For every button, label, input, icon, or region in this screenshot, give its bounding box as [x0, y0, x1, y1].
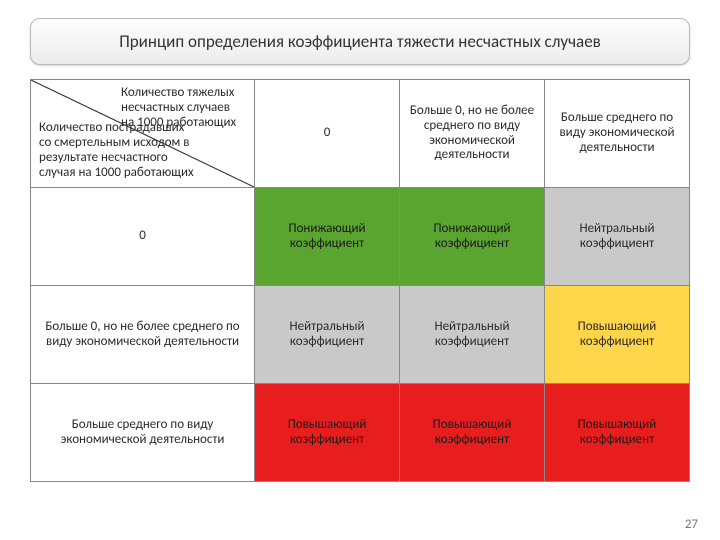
- row-header: Больше 0, но не более среднего по виду э…: [31, 286, 255, 384]
- matrix-cell: Понижающий коэффициент: [400, 188, 545, 286]
- matrix-cell: Повышающий коэффициент: [545, 384, 690, 482]
- matrix-cell: Повышающий коэффициент: [255, 384, 400, 482]
- row-header: 0: [31, 188, 255, 286]
- page-number: 27: [685, 517, 698, 532]
- table-row: Больше 0, но не более среднего по виду э…: [31, 286, 690, 384]
- matrix-cell: Повышающий коэффициент: [545, 286, 690, 384]
- corner-cell: Количество тяжелых несчастных случаев на…: [31, 80, 255, 188]
- matrix-cell: Нейтральный коэффициент: [400, 286, 545, 384]
- col-header: Больше среднего по виду экономической де…: [545, 80, 690, 188]
- matrix-cell: Понижающий коэффициент: [255, 188, 400, 286]
- matrix-cell: Нейтральный коэффициент: [255, 286, 400, 384]
- table-row: 0 Понижающий коэффициент Понижающий коэф…: [31, 188, 690, 286]
- coefficient-matrix: Количество тяжелых несчастных случаев на…: [30, 79, 690, 482]
- title-bar: Принцип определения коэффициента тяжести…: [30, 18, 690, 65]
- matrix-cell: Повышающий коэффициент: [400, 384, 545, 482]
- col-header: Больше 0, но не более среднего по виду э…: [400, 80, 545, 188]
- slide: Принцип определения коэффициента тяжести…: [0, 0, 720, 540]
- col-header: 0: [255, 80, 400, 188]
- header-row: Количество тяжелых несчастных случаев на…: [31, 80, 690, 188]
- slide-title: Принцип определения коэффициента тяжести…: [119, 31, 601, 52]
- row-header: Больше среднего по виду экономической де…: [31, 384, 255, 482]
- matrix-cell: Нейтральный коэффициент: [545, 188, 690, 286]
- table-row: Больше среднего по виду экономической де…: [31, 384, 690, 482]
- corner-left-axis-label: Количество пострадавших со смертельным и…: [39, 121, 194, 181]
